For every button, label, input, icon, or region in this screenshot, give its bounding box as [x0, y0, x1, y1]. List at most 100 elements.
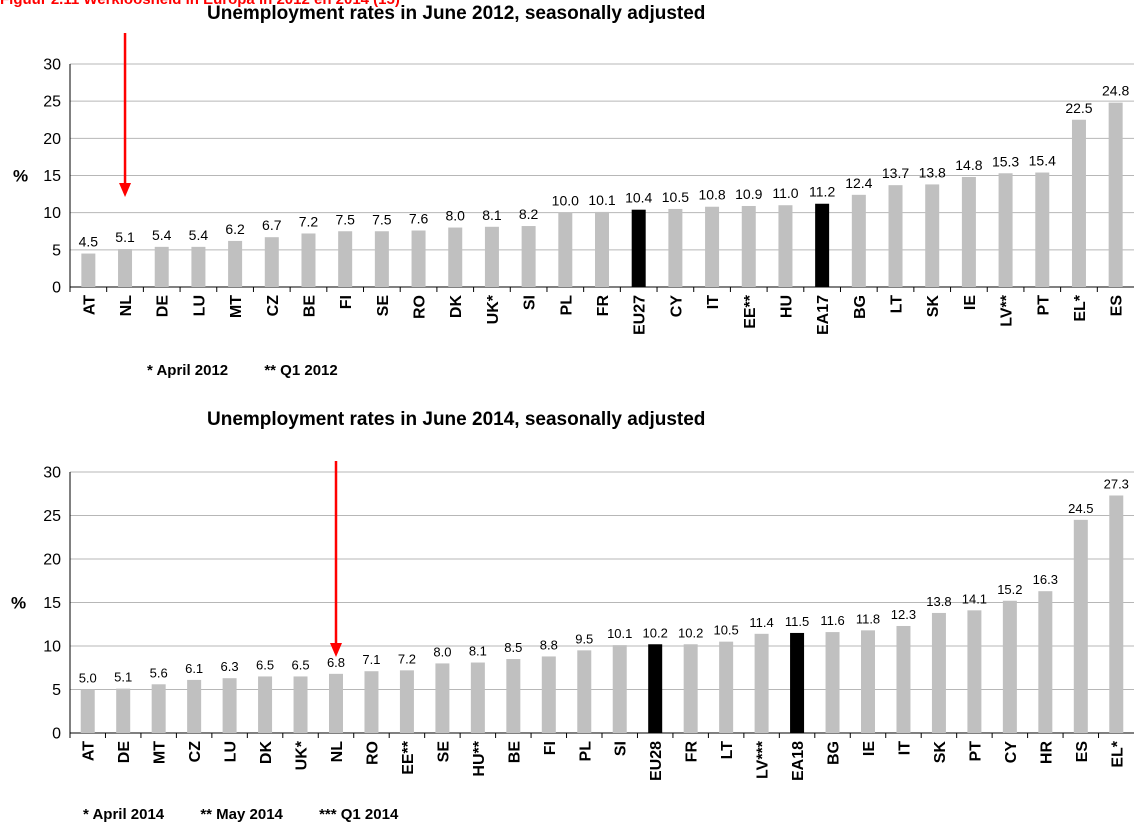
x-tick-label: IT [705, 295, 722, 309]
bar-SK [931, 612, 946, 733]
x-tick-label: IT [896, 741, 913, 755]
x-tick-label: NL [118, 295, 135, 317]
x-tick-label: HU [778, 295, 795, 318]
x-tick-label: FR [684, 741, 701, 763]
bar-FI [541, 656, 556, 733]
bar-NL [118, 249, 133, 287]
x-tick-label: DK [258, 741, 275, 765]
data-label: 6.5 [291, 657, 309, 672]
data-label: 10.4 [625, 190, 652, 206]
data-label: 5.4 [152, 227, 172, 243]
y-axis-label: % [13, 167, 28, 186]
arrow-head [119, 183, 132, 197]
bar-PL [558, 212, 573, 287]
data-label: 12.4 [845, 175, 872, 191]
x-tick-label: PL [558, 295, 575, 316]
x-tick-label: BG [826, 741, 843, 765]
x-tick-label: EU27 [632, 295, 649, 335]
data-label: 10.5 [713, 623, 738, 638]
x-tick-label: EL* [1109, 740, 1126, 767]
data-label: 13.7 [882, 165, 909, 181]
bar-EE [399, 670, 414, 733]
bar-HR [1038, 591, 1053, 733]
bar-SE [374, 231, 389, 287]
x-tick-label: FI [542, 741, 559, 755]
footnote: ** Q1 2012 [264, 362, 338, 379]
x-tick-label: SI [613, 741, 630, 756]
bar-CY [1002, 600, 1017, 733]
x-tick-label: CZ [187, 741, 204, 763]
y-tick-label: 30 [43, 465, 61, 482]
data-label: 6.2 [225, 221, 245, 237]
bar-EL [1109, 495, 1124, 733]
x-tick-label: SI [522, 295, 539, 310]
chart-2012: 0 5 10 15 20 25 30% 4.5 AT 5.1 NL 5.4 DE 5.4 LU 6.2 MT 6.… [13, 33, 1134, 335]
data-label: 5.1 [114, 670, 132, 685]
data-label: 7.2 [299, 213, 319, 229]
x-tick-label: BG [852, 295, 869, 319]
x-tick-label: EE** [742, 294, 759, 329]
data-label: 10.0 [552, 193, 579, 209]
x-tick-label: EU28 [648, 741, 665, 781]
y-tick-label: 0 [52, 726, 61, 743]
bar-IT [896, 625, 911, 733]
bar-AT [81, 253, 96, 287]
y-tick-label: 15 [43, 595, 61, 612]
bar-RO [411, 230, 426, 287]
x-tick-label: BE [301, 295, 318, 318]
data-label: 8.0 [446, 208, 466, 224]
data-label: 14.8 [955, 157, 982, 173]
footnote: * April 2012 [147, 362, 229, 379]
x-tick-label: CY [1003, 741, 1020, 764]
data-label: 11.2 [809, 184, 835, 200]
x-tick-label: LV** [999, 294, 1016, 326]
x-tick-label: HR [1038, 741, 1055, 765]
data-label: 15.2 [997, 582, 1022, 597]
bar-HU [470, 662, 485, 733]
data-label: 5.1 [115, 229, 135, 245]
data-label: 8.1 [482, 207, 502, 223]
data-label: 5.4 [189, 227, 209, 243]
bar-PL [577, 650, 592, 733]
footnote: ** May 2014 [200, 806, 283, 823]
data-label: 10.1 [588, 192, 615, 208]
bar-BE [506, 659, 521, 733]
x-tick-label: SK [925, 295, 942, 318]
bar-FI [338, 231, 353, 287]
data-label: 5.6 [150, 665, 168, 680]
data-label: 8.8 [540, 637, 558, 652]
data-label: 13.8 [919, 164, 946, 180]
bar-EL [1071, 119, 1086, 287]
data-label: 8.1 [469, 644, 487, 659]
bar-PT [1035, 172, 1050, 287]
data-label: 8.5 [504, 640, 522, 655]
data-label: 8.0 [433, 644, 451, 659]
data-label: 5.0 [79, 671, 97, 686]
bar-LU [191, 246, 206, 287]
bar-SK [925, 184, 940, 287]
bar-EU27 [631, 209, 646, 287]
x-tick-label: RO [412, 295, 429, 319]
bar-LT [888, 185, 903, 287]
bar-EU28 [648, 644, 663, 733]
x-tick-label: LU [223, 741, 240, 762]
bar-LU [222, 678, 237, 733]
x-tick-label: SK [932, 741, 949, 764]
bar-DK [448, 227, 463, 287]
x-tick-label: LT [889, 295, 906, 314]
data-label: 27.3 [1104, 476, 1129, 491]
data-label: 24.8 [1102, 83, 1129, 99]
y-tick-label: 20 [43, 131, 61, 148]
x-tick-label: IE [962, 295, 979, 310]
x-tick-label: BE [506, 741, 523, 764]
bar-DE [116, 688, 131, 733]
bar-IE [961, 176, 976, 287]
figure-title: Figuur 2.11 Werkloosheid in Europa in 20… [0, 0, 400, 8]
y-tick-label: 30 [43, 57, 61, 74]
bar-EE [741, 205, 756, 287]
x-tick-label: MT [152, 741, 169, 764]
x-tick-label: MT [228, 295, 245, 318]
x-tick-label: SE [435, 741, 452, 763]
x-tick-label: AT [81, 741, 98, 761]
